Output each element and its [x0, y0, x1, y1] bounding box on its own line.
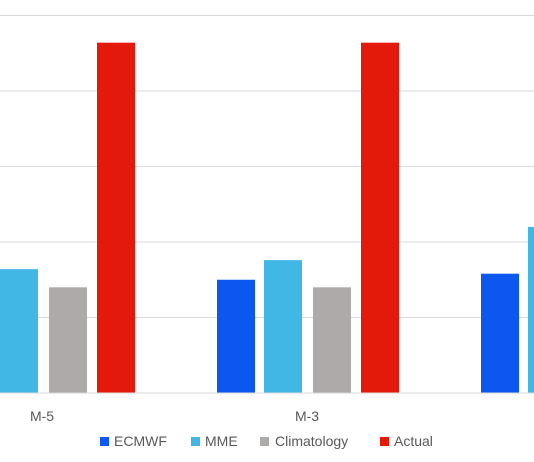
bar-climatology [313, 287, 351, 393]
legend-label: Climatology [275, 433, 348, 449]
bar-mme [0, 269, 38, 393]
gridlines [0, 15, 534, 318]
legend-swatch [100, 437, 109, 446]
legend-swatch [191, 437, 200, 446]
x-tick-labels: M-5 M-3 [30, 408, 319, 424]
legend-swatch [380, 437, 389, 446]
legend-swatch [260, 437, 269, 446]
bar-ecmwf [217, 279, 255, 393]
legend-label: Actual [394, 433, 433, 449]
legend-label: MME [205, 433, 238, 449]
x-tick-label: M-3 [295, 408, 319, 424]
bar-actual [361, 42, 399, 394]
bar-mme [528, 226, 534, 393]
bar-ecmwf [481, 273, 519, 393]
legend-item-mme: MME [191, 433, 238, 449]
bar-climatology [49, 287, 87, 393]
bars [0, 42, 534, 394]
legend-item-actual: Actual [380, 433, 433, 449]
legend-item-climatology: Climatology [260, 433, 348, 449]
legend-label: ECMWF [114, 433, 167, 449]
x-tick-label: M-5 [30, 408, 54, 424]
legend: ECMWF MME Climatology Actual [100, 433, 433, 449]
legend-item-ecmwf: ECMWF [100, 433, 167, 449]
bar-mme [264, 260, 302, 393]
bar-actual [97, 42, 135, 394]
